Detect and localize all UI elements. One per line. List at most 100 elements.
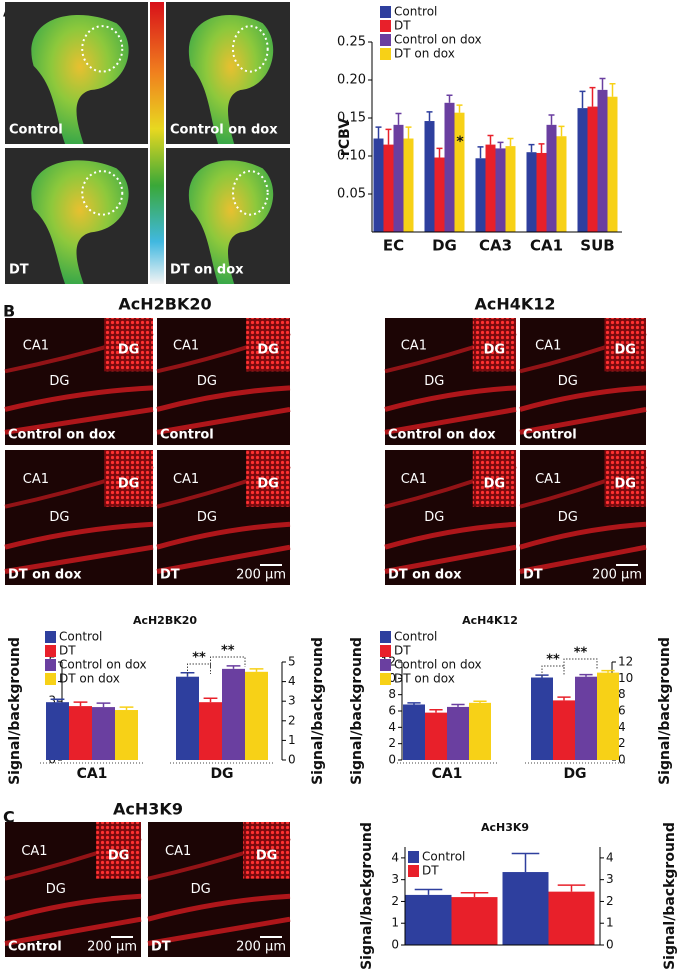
legend-swatch — [45, 631, 56, 643]
y-axis-label: rCBV — [337, 118, 353, 156]
bar — [46, 702, 69, 760]
image-label: DT — [160, 568, 180, 583]
cell-layer — [156, 385, 291, 412]
error-bar — [203, 697, 218, 703]
region-label: DG — [424, 374, 444, 389]
image-label: DT — [523, 568, 543, 583]
error-bar — [451, 703, 465, 707]
cell-layer — [4, 385, 154, 412]
error-bar — [460, 891, 489, 898]
region-label: DG — [49, 374, 69, 389]
inset-label: DG — [108, 849, 129, 864]
y2-tick-label: 10 — [618, 671, 633, 685]
y-axis-label: Signal/background — [359, 822, 375, 969]
hippocampus-map — [188, 160, 274, 284]
legend-swatch — [45, 659, 56, 671]
y-tick-label: 3 — [391, 872, 399, 886]
chart-title: AcH3K9 — [481, 821, 529, 834]
x-tick-label: CA3 — [479, 237, 512, 255]
annotation: * — [456, 134, 464, 150]
region-label: CA1 — [535, 472, 561, 487]
bar — [597, 89, 608, 232]
cell-layer — [519, 406, 647, 435]
image-label: Control on dox — [170, 123, 278, 138]
roi-circle — [231, 170, 269, 216]
region-label: CA1 — [21, 844, 47, 859]
legend-label: Control on dox — [394, 33, 482, 47]
error-bar — [558, 125, 565, 137]
inset-label: DG — [118, 343, 139, 358]
legend-label: DT on dox — [59, 672, 120, 686]
y2-tick-label: 1 — [606, 916, 614, 930]
error-bar — [456, 104, 463, 113]
inset-label: DG — [118, 477, 139, 492]
image-label: DT on dox — [170, 263, 244, 278]
bar — [469, 702, 491, 760]
error-bar — [385, 128, 392, 145]
region-label: CA1 — [173, 338, 199, 353]
cell-layer — [384, 385, 517, 412]
legend-label: DT — [422, 864, 439, 878]
bar — [495, 148, 506, 232]
roi-circle — [231, 25, 269, 73]
error-bar — [407, 702, 421, 705]
bar — [69, 706, 92, 760]
bar — [403, 704, 425, 760]
scale-label: 200 µm — [87, 940, 137, 955]
y2-tick-label: 0 — [606, 938, 614, 952]
error-bar — [511, 852, 540, 873]
legend-label: Control — [422, 850, 465, 864]
x-tick-label: SUB — [580, 237, 614, 255]
inset — [472, 450, 516, 507]
significance-bracket — [563, 658, 598, 669]
image-label: Control — [8, 940, 62, 955]
region-label: CA1 — [401, 472, 427, 487]
bar — [454, 112, 465, 232]
error-bar — [429, 709, 443, 713]
image-label: Control on dox — [8, 428, 116, 443]
legend-label: Control on dox — [59, 658, 147, 672]
legend-label: Control — [394, 630, 437, 644]
inset-label: DG — [614, 343, 635, 358]
image-label: DT — [151, 940, 171, 955]
inset-label: DG — [614, 477, 635, 492]
bar — [475, 158, 486, 232]
legend-label: DT on dox — [394, 47, 455, 61]
image-label: DT — [9, 263, 29, 278]
annotation: ** — [574, 646, 588, 661]
inset — [104, 450, 153, 507]
region-label: DG — [424, 510, 444, 525]
y-tick-label: 0.05 — [337, 187, 366, 202]
error-bar — [579, 90, 586, 109]
bar — [553, 700, 575, 760]
y-tick-label: 4 — [391, 850, 399, 864]
bar — [245, 671, 268, 760]
bar — [373, 138, 384, 232]
error-bar — [609, 83, 616, 97]
bar — [502, 872, 549, 945]
error-bar — [528, 143, 535, 153]
y2-tick-label: 6 — [618, 704, 626, 718]
bar — [403, 138, 414, 232]
image-label: DT on dox — [8, 568, 82, 583]
legend-label: DT — [394, 19, 411, 33]
panel-letter: C — [3, 808, 15, 827]
inset — [604, 450, 646, 507]
legend-swatch — [408, 851, 419, 863]
error-bar — [507, 137, 514, 147]
significance-bracket — [541, 665, 565, 676]
image-label: DT on dox — [388, 568, 462, 583]
bar — [531, 677, 553, 760]
error-bar — [375, 126, 382, 139]
cell-layer — [4, 521, 154, 550]
y2-tick-label: 0 — [288, 753, 296, 767]
bar — [383, 144, 394, 232]
bar — [597, 672, 619, 760]
inset-label: DG — [484, 477, 505, 492]
cell-layer — [384, 544, 517, 574]
region-label: CA1 — [173, 472, 199, 487]
region-label: DG — [558, 374, 578, 389]
region-label: CA1 — [23, 338, 49, 353]
y-tick-label: 2 — [388, 736, 396, 750]
